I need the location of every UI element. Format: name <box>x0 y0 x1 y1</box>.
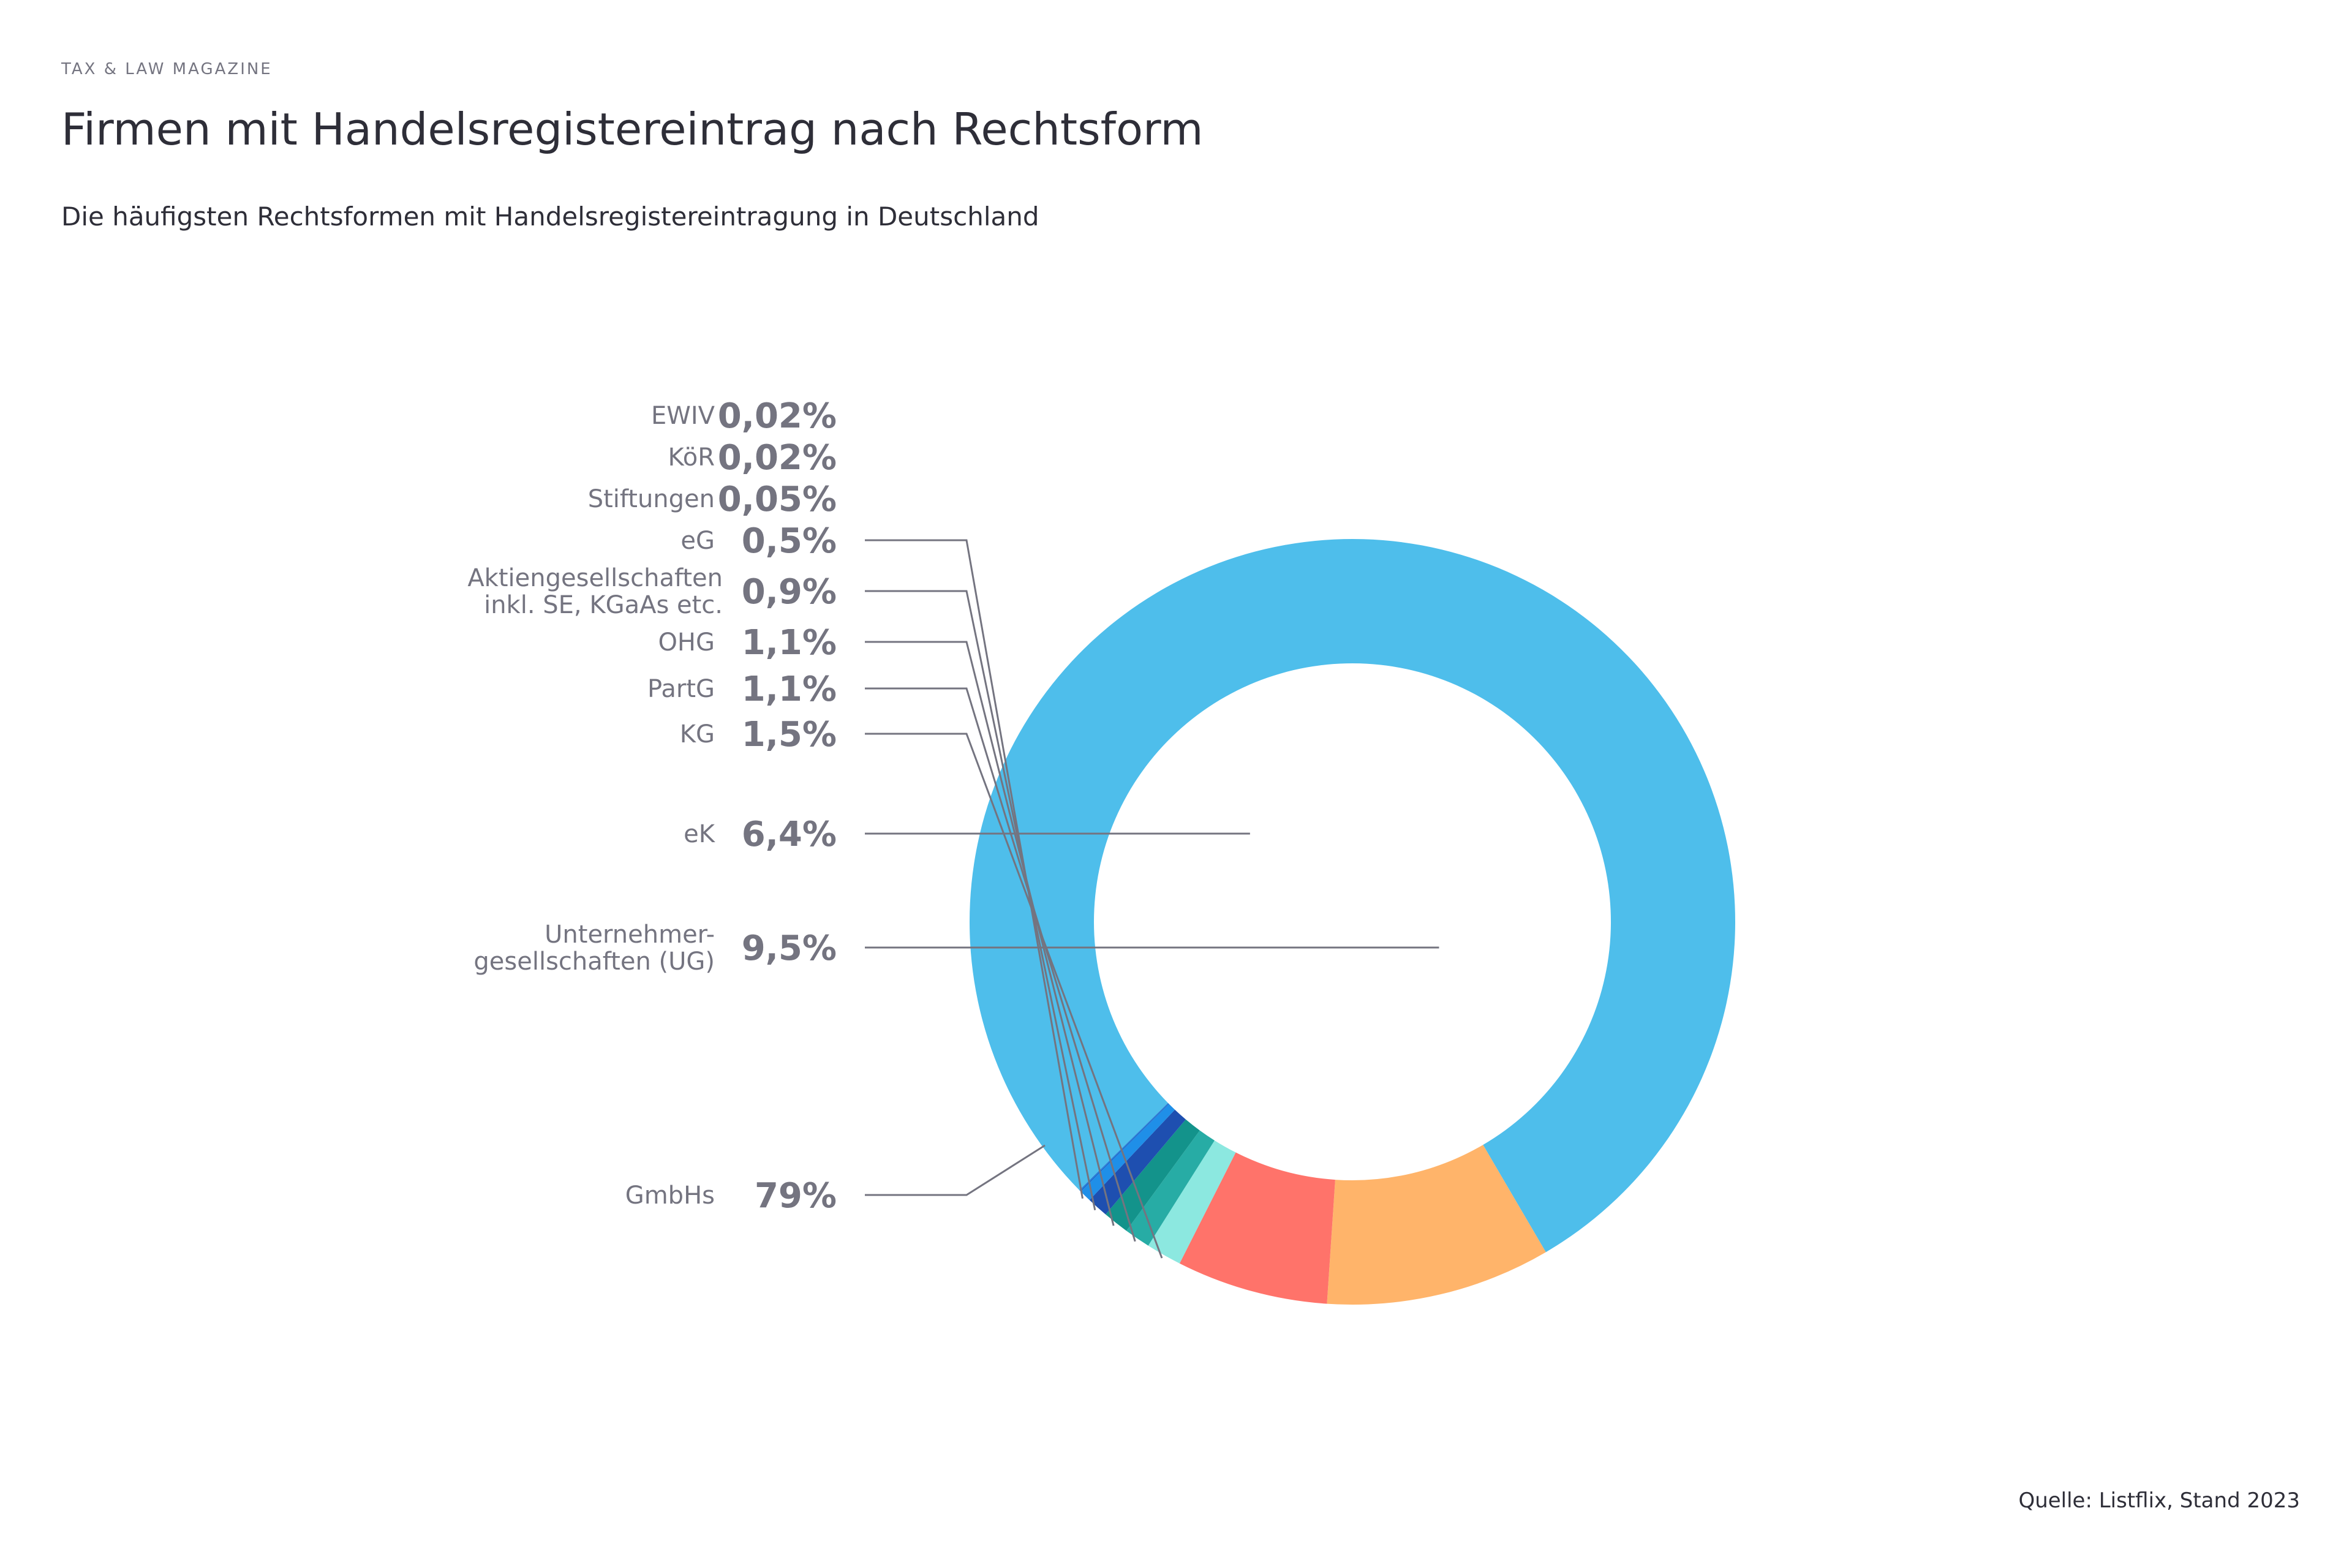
label-ag-line1: Aktiengesellschaften <box>467 564 723 592</box>
label-ewiv: EWIV <box>651 402 715 430</box>
slice-ohg <box>1106 1119 1200 1231</box>
label-ohg: OHG <box>658 628 715 657</box>
label-partg: PartG <box>647 675 715 703</box>
leader-line-ag <box>865 590 1096 1210</box>
label-koer: KöR <box>668 443 715 472</box>
value-ek: 6,4% <box>742 815 837 854</box>
leader-line-ohg <box>865 641 1115 1226</box>
value-stiftungen: 0,05% <box>718 480 837 519</box>
magazine-name: TAX & LAW MAGAZINE <box>61 60 273 78</box>
label-ug-line1: Unternehmer- <box>545 921 715 949</box>
value-kg: 1,5% <box>742 715 837 755</box>
leader-line-kg <box>865 733 1163 1259</box>
chart-title: Firmen mit Handelsregistereintrag nach R… <box>61 104 1204 155</box>
value-ewiv: 0,02% <box>718 396 837 436</box>
slice-kg <box>1148 1140 1236 1264</box>
slice-ewiv <box>1079 1102 1169 1191</box>
label-eg: eG <box>680 527 715 555</box>
label-stiftungen: Stiftungen <box>588 485 715 513</box>
label-ag-line2: inkl. SE, KGaAs etc. <box>484 591 723 619</box>
leader-line-partg <box>865 687 1136 1242</box>
slice-partg <box>1126 1130 1215 1246</box>
value-gmbh: 79% <box>755 1176 837 1216</box>
value-eg: 0,5% <box>742 521 837 561</box>
value-ag: 0,9% <box>742 572 837 612</box>
value-ug: 9,5% <box>742 929 837 968</box>
header: TAX & LAW MAGAZINE Firmen mit Handelsreg… <box>61 60 2266 232</box>
donut-slices <box>970 538 1735 1305</box>
leader-line-gmbh <box>865 1144 1046 1196</box>
source-note: Quelle: Listflix, Stand 2023 <box>2018 1488 2300 1513</box>
slice-koer <box>1079 1103 1169 1191</box>
label-kg: KG <box>680 720 715 748</box>
slice-ug <box>1327 1145 1546 1305</box>
value-koer: 0,02% <box>718 438 837 478</box>
label-ug-line2: gesellschaften (UG) <box>473 948 715 976</box>
chart-subtitle: Die häufigsten Rechtsformen mit Handelsr… <box>61 202 1039 232</box>
label-ek: eK <box>684 820 716 848</box>
slice-stiftungen <box>1080 1103 1169 1192</box>
slice-ek <box>1179 1152 1335 1304</box>
leader-line-eg <box>865 539 1084 1199</box>
slice-gmbh <box>970 538 1735 1253</box>
value-ohg: 1,1% <box>742 623 837 663</box>
slice-ag <box>1089 1109 1186 1215</box>
slice-eg <box>1080 1104 1175 1200</box>
donut-labels: GmbHs 79% Unternehmer-gesellschaften (UG) 9… <box>467 396 1439 1259</box>
value-partg: 1,1% <box>742 669 837 709</box>
label-gmbh: GmbHs <box>625 1182 715 1210</box>
